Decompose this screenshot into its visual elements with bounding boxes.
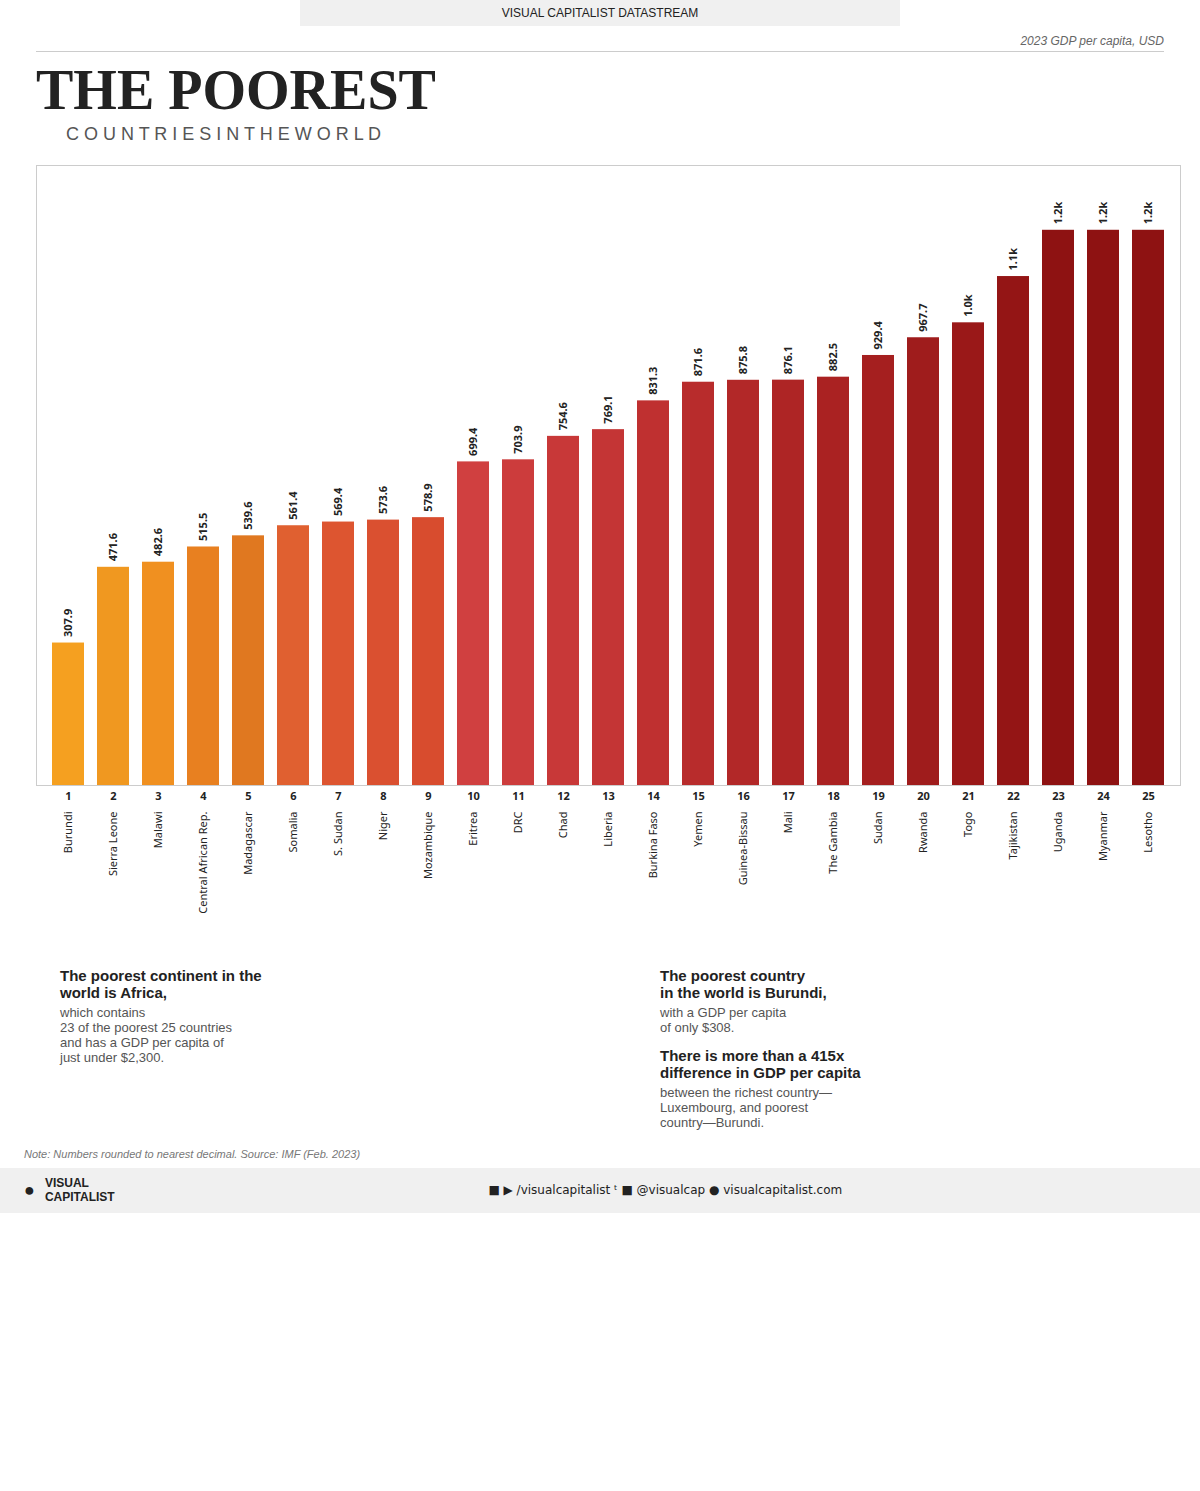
svg-text:876.1: 876.1 (780, 346, 795, 374)
svg-text:4: 4 (200, 788, 207, 803)
svg-text:Uganda: Uganda (1050, 812, 1065, 853)
html-text:between the richest country— L: between the richest country— Luxembourg,… (660, 1085, 832, 1130)
svg-text:18: 18 (827, 788, 840, 803)
svg-text:11: 11 (512, 788, 525, 803)
svg-text:967.7: 967.7 (915, 303, 930, 331)
svg-text:Burundi: Burundi (60, 812, 75, 854)
svg-text:15: 15 (692, 788, 705, 803)
svg-text:Niger: Niger (375, 811, 390, 840)
svg-text:22: 22 (1007, 788, 1020, 803)
svg-text:561.4: 561.4 (285, 491, 300, 520)
svg-text:307.9: 307.9 (60, 609, 75, 637)
svg-text:515.5: 515.5 (195, 513, 210, 541)
svg-text:17: 17 (782, 788, 795, 803)
svg-text:Guinea-Bissau: Guinea-Bissau (735, 812, 750, 886)
svg-text:Central African Rep.: Central African Rep. (195, 811, 210, 913)
svg-text:539.6: 539.6 (240, 502, 255, 530)
svg-text:Madagascar: Madagascar (240, 811, 255, 875)
svg-text:1.2k: 1.2k (1050, 202, 1065, 225)
svg-text:871.6: 871.6 (690, 348, 705, 376)
svg-text:13: 13 (602, 788, 615, 803)
svg-text:573.6: 573.6 (375, 486, 390, 514)
svg-text:Mali: Mali (780, 812, 795, 834)
svg-text:12: 12 (557, 788, 570, 803)
svg-text:3: 3 (155, 788, 161, 803)
svg-text:1.1k: 1.1k (1005, 248, 1020, 271)
html-text:The poorest continent in the w: The poorest continent in the world is Af… (60, 967, 262, 1001)
svg-text:569.4: 569.4 (330, 487, 345, 516)
html-text:which contains 23 of the poore: which contains 23 of the poorest 25 coun… (60, 1005, 232, 1065)
svg-text:Rwanda: Rwanda (915, 812, 930, 853)
svg-text:Malawi: Malawi (150, 812, 165, 849)
svg-text:Yemen: Yemen (690, 812, 705, 847)
svg-text:25: 25 (1142, 788, 1155, 803)
svg-text:7: 7 (335, 788, 341, 803)
html-text:C O U N T R I E S I N T H E W: C O U N T R I E S I N T H E W O R L D (66, 124, 382, 144)
html-text:Note: Numbers rounded to neare: Note: Numbers rounded to nearest decimal… (24, 1148, 361, 1160)
svg-text:1.2k: 1.2k (1140, 202, 1155, 225)
svg-text:10: 10 (467, 788, 480, 803)
svg-text:8: 8 (380, 788, 386, 803)
svg-text:Togo: Togo (960, 811, 975, 837)
svg-text:882.5: 882.5 (825, 343, 840, 371)
html-text:VISUAL CAPITALIST DATASTREAM: VISUAL CAPITALIST DATASTREAM (501, 6, 699, 20)
svg-text:19: 19 (872, 788, 885, 803)
svg-text:Sudan: Sudan (870, 812, 885, 845)
svg-text:9: 9 (425, 788, 431, 803)
svg-text:5: 5 (245, 788, 251, 803)
svg-text:DRC: DRC (510, 811, 525, 833)
svg-text:21: 21 (962, 788, 975, 803)
svg-text:699.4: 699.4 (465, 427, 480, 456)
svg-text:14: 14 (647, 788, 660, 803)
svg-text:1.2k: 1.2k (1095, 202, 1110, 225)
svg-text:Mozambique: Mozambique (420, 812, 435, 880)
html-text:■ ▶ /visualcapitalist ᵗ ■ @vis: ■ ▶ /visualcapitalist ᵗ ■ @visualcap ● v… (488, 1183, 843, 1198)
html-text:with a GDP per capita of only: with a GDP per capita of only $308. (660, 1005, 787, 1035)
svg-text:Lesotho: Lesotho (1140, 811, 1155, 853)
svg-text:24: 24 (1097, 788, 1110, 803)
svg-text:6: 6 (290, 788, 296, 803)
svg-text:Chad: Chad (555, 812, 570, 839)
svg-text:929.4: 929.4 (870, 321, 885, 350)
svg-text:2: 2 (110, 788, 116, 803)
svg-text:23: 23 (1052, 788, 1065, 803)
svg-text:482.6: 482.6 (150, 528, 165, 556)
svg-text:Myanmar: Myanmar (1095, 811, 1110, 861)
html-text:VISUAL: VISUAL (44, 1176, 89, 1190)
svg-text:Eritrea: Eritrea (465, 812, 480, 846)
svg-text:471.6: 471.6 (105, 533, 120, 561)
svg-text:20: 20 (917, 788, 930, 803)
svg-text:875.8: 875.8 (735, 346, 750, 374)
svg-text:1.0k: 1.0k (960, 294, 975, 317)
svg-text:1: 1 (65, 788, 71, 803)
svg-text:769.1: 769.1 (600, 395, 615, 423)
svg-text:16: 16 (737, 788, 750, 803)
svg-text:831.3: 831.3 (645, 367, 660, 395)
svg-text:754.6: 754.6 (555, 402, 570, 430)
svg-text:The Gambia: The Gambia (825, 812, 840, 874)
svg-text:703.9: 703.9 (510, 426, 525, 454)
svg-text:S. Sudan: S. Sudan (330, 812, 345, 856)
html-text:CAPITALIST: CAPITALIST (44, 1190, 115, 1205)
svg-text:578.9: 578.9 (420, 483, 435, 511)
svg-text:Somalia: Somalia (285, 812, 300, 853)
html-text:There is more than a 415x diff: There is more than a 415x difference in … (660, 1047, 861, 1081)
html-text:2023 GDP per capita, USD: 2023 GDP per capita, USD (1020, 34, 1164, 48)
html-text:The poorest country in the wor: The poorest country in the world is Buru… (660, 967, 827, 1001)
svg-text:Tajikistan: Tajikistan (1005, 812, 1020, 860)
svg-text:Burkina Faso: Burkina Faso (645, 811, 660, 878)
html-text:THE POOREST: THE POOREST (36, 59, 436, 121)
svg-text:Liberia: Liberia (600, 812, 615, 847)
svg-text:Sierra Leone: Sierra Leone (105, 812, 120, 877)
